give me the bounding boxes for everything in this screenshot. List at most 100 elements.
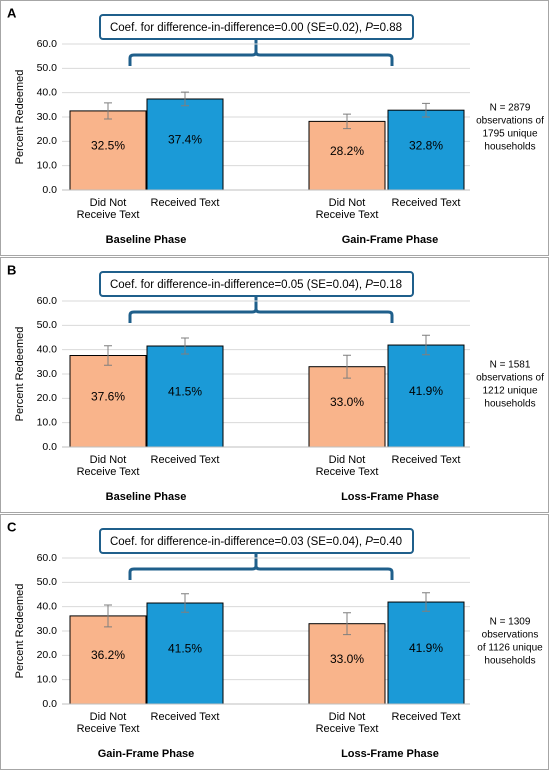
x-tick-label: Received Text — [392, 454, 461, 466]
group-label: Loss-Frame Phase — [341, 748, 439, 760]
y-tick-label: 10.0 — [37, 416, 58, 428]
value-label: 32.8% — [409, 138, 443, 152]
note: observations — [482, 630, 539, 641]
annotation-part: P — [365, 279, 373, 291]
value-label: 37.6% — [91, 389, 125, 403]
x-tick-label: Did Not — [90, 711, 127, 723]
note: N = 1309 — [490, 617, 531, 628]
error-bar — [104, 102, 112, 120]
annotation-part: P — [365, 536, 373, 548]
annotation-part: Coef. for difference-in-difference=0.03 … — [110, 536, 365, 548]
value-label: 37.4% — [168, 133, 202, 147]
panel-label: A — [7, 5, 17, 20]
y-tick-label: 0.0 — [42, 441, 57, 453]
y-tick-label: 20.0 — [37, 649, 58, 661]
error-bar — [343, 612, 351, 636]
note: households — [484, 142, 535, 153]
x-tick-label: Did Not — [329, 197, 366, 209]
x-tick-label: Did Not — [329, 711, 366, 723]
error-bar — [181, 91, 189, 107]
x-tick-label: Received Text — [151, 197, 220, 209]
bar — [146, 345, 224, 448]
bar — [308, 623, 386, 705]
bar — [69, 615, 147, 705]
group-label: Baseline Phase — [106, 234, 187, 246]
y-tick-label: 60.0 — [37, 295, 58, 307]
note: of 1126 unique — [477, 643, 543, 654]
bracket — [128, 39, 394, 66]
annotation-part: =0.18 — [373, 279, 402, 291]
panel: C Coef. for difference-in-difference=0.03… — [0, 514, 549, 770]
y-tick-label: 0.0 — [42, 184, 57, 196]
y-tick-label: 50.0 — [37, 576, 58, 588]
y-tick-label: 50.0 — [37, 319, 58, 331]
note: observations of — [476, 116, 544, 127]
note: households — [484, 399, 535, 410]
y-tick-label: 30.0 — [37, 368, 58, 380]
x-tick-label: Receive Text — [77, 209, 140, 221]
y-tick-label: 10.0 — [37, 673, 58, 685]
annotation-part: P — [365, 22, 373, 34]
y-tick-label: 40.0 — [37, 343, 58, 355]
note: N = 2879 — [490, 103, 531, 114]
note: 1212 unique — [482, 386, 537, 397]
x-tick-label: Did Not — [90, 454, 127, 466]
annotation-part: =0.88 — [373, 22, 402, 34]
value-label: 32.5% — [91, 139, 125, 153]
x-tick-label: Received Text — [392, 197, 461, 209]
annotation-part: =0.40 — [373, 536, 402, 548]
group-label: Gain-Frame Phase — [342, 234, 439, 246]
panel-label: C — [7, 519, 17, 534]
note: observations of — [476, 373, 544, 384]
y-tick-label: 0.0 — [42, 698, 57, 710]
value-label: 41.5% — [168, 385, 202, 399]
panel-border — [0, 0, 549, 256]
x-tick-label: Receive Text — [316, 723, 379, 735]
value-label: 33.0% — [330, 395, 364, 409]
error-bar — [422, 102, 430, 118]
y-axis-title: Percent Redeemed — [14, 584, 26, 679]
value-label: 41.9% — [409, 641, 443, 655]
annotation: Coef. for difference-in-difference=0.05 … — [110, 279, 402, 291]
note: households — [484, 656, 535, 667]
annotation: Coef. for difference-in-difference=0.03 … — [110, 536, 402, 548]
error-bar — [343, 113, 351, 130]
error-bar — [104, 604, 112, 628]
y-tick-label: 20.0 — [37, 135, 58, 147]
y-axis-title: Percent Redeemed — [14, 327, 26, 422]
bar — [69, 355, 147, 448]
group-label: Gain-Frame Phase — [98, 748, 195, 760]
group-label: Loss-Frame Phase — [341, 491, 439, 503]
panel-border — [0, 514, 549, 770]
note: N = 1581 — [490, 360, 531, 371]
annotation-part: Coef. for difference-in-difference=0.05 … — [110, 279, 365, 291]
bracket — [128, 553, 394, 580]
bar — [387, 344, 465, 448]
value-label: 41.9% — [409, 384, 443, 398]
value-label: 36.2% — [91, 648, 125, 662]
error-bar — [422, 592, 430, 612]
value-label: 41.5% — [168, 642, 202, 656]
y-tick-label: 30.0 — [37, 625, 58, 637]
y-tick-label: 40.0 — [37, 600, 58, 612]
value-label: 33.0% — [330, 652, 364, 666]
bar — [387, 601, 465, 705]
error-bar — [181, 593, 189, 613]
error-bar — [181, 337, 189, 355]
x-tick-label: Did Not — [329, 454, 366, 466]
panel-label: B — [7, 262, 16, 277]
x-tick-label: Received Text — [151, 711, 220, 723]
panel: B Coef. for difference-in-difference=0.05… — [0, 257, 549, 513]
bracket — [128, 296, 394, 323]
y-tick-label: 20.0 — [37, 392, 58, 404]
annotation: Coef. for difference-in-difference=0.00 … — [110, 22, 402, 34]
x-tick-label: Receive Text — [77, 466, 140, 478]
y-tick-label: 60.0 — [37, 552, 58, 564]
bar — [69, 110, 147, 191]
error-bar — [104, 345, 112, 366]
panel-border — [0, 257, 549, 513]
x-tick-label: Received Text — [392, 711, 461, 723]
y-axis-title: Percent Redeemed — [14, 70, 26, 165]
x-tick-label: Receive Text — [316, 209, 379, 221]
